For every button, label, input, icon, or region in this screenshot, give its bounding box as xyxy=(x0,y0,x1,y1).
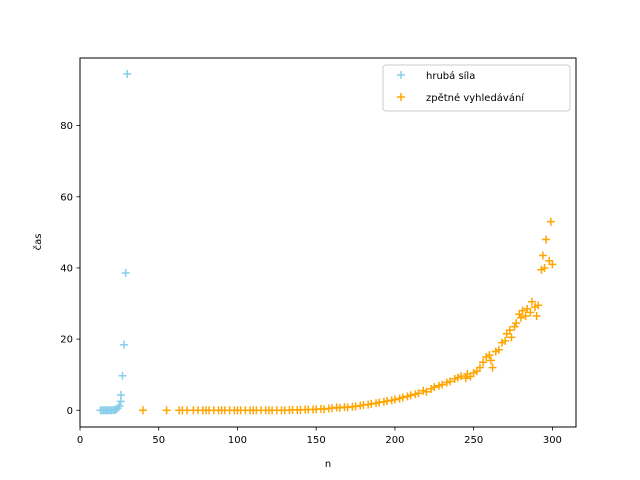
y-axis-label: čas xyxy=(32,234,44,251)
data-point-series-1 xyxy=(505,326,514,335)
data-point-series-0 xyxy=(123,70,132,79)
data-point-series-1 xyxy=(162,406,171,415)
data-point-series-1 xyxy=(507,333,516,342)
data-point-series-1 xyxy=(510,322,519,331)
data-point-series-0 xyxy=(118,371,127,380)
y-axis: 0 20 40 60 80 xyxy=(60,121,80,417)
data-point-series-1 xyxy=(516,313,525,322)
data-point-series-1 xyxy=(479,358,488,367)
plot-frame xyxy=(79,57,577,428)
data-point-series-0 xyxy=(116,390,125,399)
legend-label-zpetne-vyhledavani: zpětné vyhledávání xyxy=(426,92,525,104)
data-point-series-1 xyxy=(527,297,536,306)
y-tick-label: 60 xyxy=(60,192,73,203)
data-point-series-1 xyxy=(532,311,541,320)
x-tick-label: 200 xyxy=(385,435,404,446)
data-point-series-1 xyxy=(446,377,455,386)
data-point-series-1 xyxy=(526,308,535,317)
data-point-series-1 xyxy=(521,311,530,320)
data-point-series-1 xyxy=(538,251,547,260)
plot-marks xyxy=(96,70,557,415)
y-tick-label: 80 xyxy=(60,121,73,132)
data-point-series-1 xyxy=(475,363,484,372)
data-point-series-0 xyxy=(115,402,124,411)
x-tick-label: 300 xyxy=(543,435,562,446)
data-point-series-1 xyxy=(486,356,495,365)
data-point-series-1 xyxy=(546,217,555,226)
x-axis: 0 50 100 150 200 250 300 xyxy=(77,427,562,446)
x-axis-label: n xyxy=(325,459,331,470)
data-point-series-0 xyxy=(120,340,129,349)
data-point-series-1 xyxy=(138,406,147,415)
y-tick-label: 40 xyxy=(60,263,73,274)
data-point-series-1 xyxy=(461,374,470,383)
x-tick-label: 150 xyxy=(307,435,326,446)
data-point-series-1 xyxy=(488,363,497,372)
data-point-series-1 xyxy=(548,260,557,269)
legend-label-hruba-sila: hrubá síla xyxy=(426,70,475,82)
y-tick-label: 20 xyxy=(60,335,73,346)
legend-marker-zpetne-vyhledavani xyxy=(397,93,405,101)
x-tick-label: 100 xyxy=(228,435,247,446)
data-point-series-0 xyxy=(121,268,130,277)
legend-box xyxy=(382,64,571,112)
legend-marker-plus-icon xyxy=(397,71,405,79)
data-point-series-1 xyxy=(438,380,447,389)
data-point-series-1 xyxy=(390,395,399,404)
data-point-series-1 xyxy=(398,393,407,402)
x-tick-label: 0 xyxy=(77,435,83,446)
data-point-series-1 xyxy=(406,391,415,400)
data-point-series-1 xyxy=(534,301,543,310)
data-point-series-1 xyxy=(485,351,494,360)
data-point-series-1 xyxy=(512,319,521,328)
data-point-series-1 xyxy=(501,336,510,345)
legend-marker-plus-icon xyxy=(397,93,405,101)
y-tick-label: 0 xyxy=(67,406,73,417)
data-point-series-1 xyxy=(494,345,503,354)
legend: hrubá síla zpětné vyhledávání xyxy=(382,64,571,112)
data-point-series-1 xyxy=(542,235,551,244)
data-point-series-1 xyxy=(457,372,466,381)
x-tick-label: 50 xyxy=(152,435,165,446)
data-point-series-1 xyxy=(518,306,527,315)
legend-marker-hruba-sila xyxy=(397,71,405,79)
data-point-series-1 xyxy=(430,383,439,392)
data-point-series-1 xyxy=(414,389,423,398)
data-point-series-1 xyxy=(422,387,431,396)
x-tick-label: 250 xyxy=(464,435,483,446)
data-point-series-1 xyxy=(540,263,549,272)
